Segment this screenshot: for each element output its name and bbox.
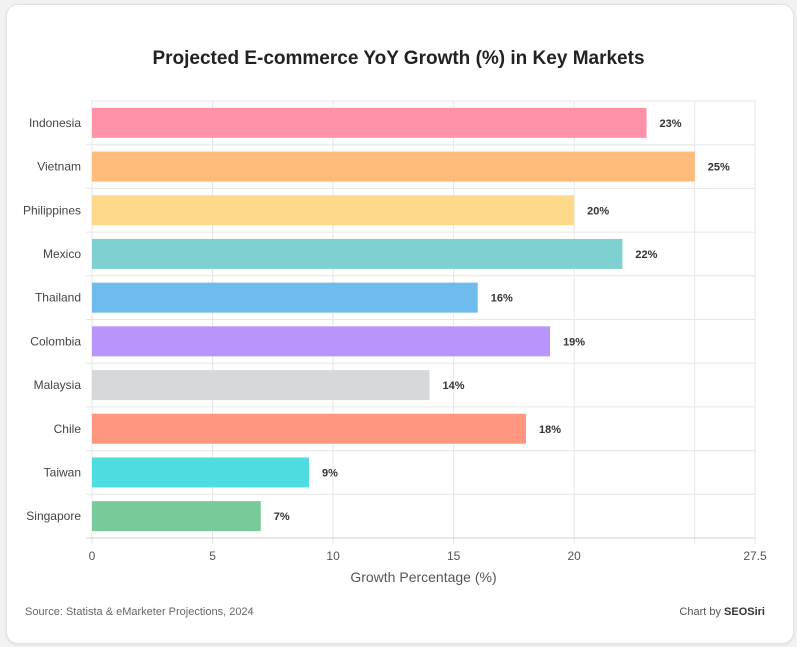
x-tick-label: 10 [326,549,340,563]
y-tick-label: Colombia [30,334,81,348]
data-label: 18% [539,424,561,436]
y-tick-label: Chile [54,422,82,436]
x-axis-title: Growth Percentage (%) [350,569,496,585]
source-note: Source: Statista & eMarketer Projections… [25,606,254,618]
data-label: 23% [660,118,682,130]
x-tick-label: 27.5 [743,549,767,563]
y-tick-label: Mexico [43,247,81,261]
y-tick-label: Philippines [23,203,81,217]
bar-vietnam [92,151,695,182]
data-label: 7% [274,511,290,523]
data-label: 20% [587,205,609,217]
data-label: 14% [443,380,465,392]
y-tick-label: Taiwan [44,465,81,479]
x-tick-label: 5 [209,549,216,563]
y-tick-label: Indonesia [29,116,81,130]
data-label: 16% [491,293,513,305]
y-tick-label: Malaysia [34,378,82,392]
bar-philippines [92,195,575,226]
credit-prefix: Chart by [679,606,725,618]
data-label: 25% [708,162,730,174]
x-tick-label: 15 [447,549,461,563]
y-tick-label: Thailand [35,291,81,305]
bar-singapore [92,501,261,532]
chart-title: Projected E-commerce YoY Growth (%) in K… [152,48,645,69]
y-tick-label: Singapore [26,509,81,523]
data-label: 9% [322,467,338,479]
bar-chile [92,413,526,444]
data-label: 19% [563,336,585,348]
bar-mexico [92,238,623,269]
data-label: 22% [635,249,657,261]
chart-credit: Chart by SEOSiri [679,606,765,618]
y-tick-label: Vietnam [37,160,81,174]
bar-indonesia [92,107,647,138]
x-tick-label: 20 [568,549,582,563]
bar-malaysia [92,370,430,401]
credit-brand: SEOSiri [724,606,765,618]
bar-taiwan [92,457,309,488]
bar-colombia [92,326,551,357]
bar-thailand [92,282,478,313]
x-tick-label: 0 [89,549,96,563]
